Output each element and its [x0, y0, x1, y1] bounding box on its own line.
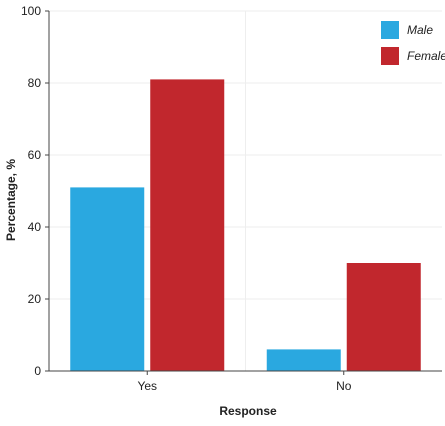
y-tick-label: 60	[28, 148, 42, 162]
y-tick-label: 40	[28, 220, 42, 234]
legend-label-female: Female	[407, 49, 445, 63]
x-tick-label: No	[336, 379, 352, 393]
y-tick-label: 100	[21, 4, 41, 18]
legend-swatch-male	[381, 21, 399, 39]
y-tick-label: 20	[28, 292, 42, 306]
bar-female-no	[346, 263, 421, 371]
bar-male-no	[266, 349, 341, 371]
x-axis-title: Response	[219, 404, 277, 418]
y-tick-label: 0	[34, 364, 41, 378]
axes	[45, 10, 442, 375]
y-tick-label: 80	[28, 76, 42, 90]
bar-female-yes	[150, 79, 225, 372]
legend-label-male: Male	[407, 23, 433, 37]
y-axis-title: Percentage, %	[4, 159, 18, 241]
x-tick-label: Yes	[137, 379, 157, 393]
bar-male-yes	[70, 187, 145, 371]
tick-labels: 0 20 40 60 80 100 Yes No	[21, 4, 352, 393]
legend-swatch-female	[381, 47, 399, 65]
bars	[70, 79, 421, 372]
legend: Male Female	[381, 21, 445, 65]
